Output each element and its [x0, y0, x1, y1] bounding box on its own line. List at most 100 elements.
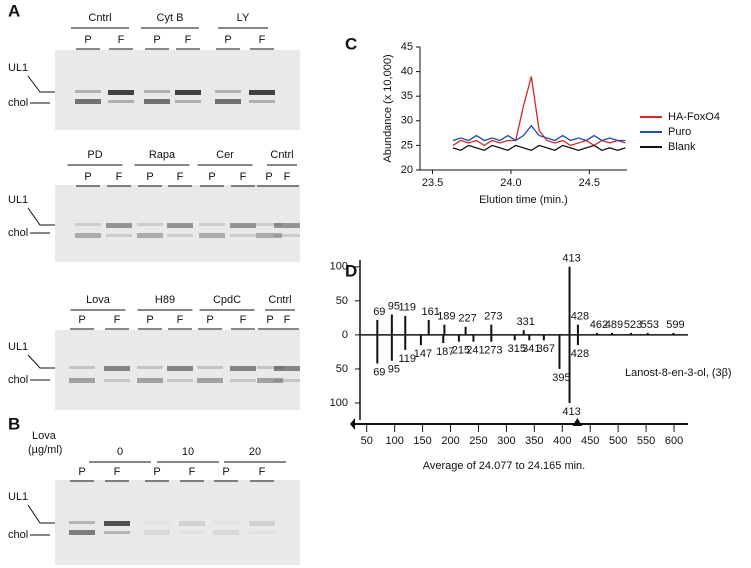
lane-label: P	[84, 171, 91, 183]
lane-label: P	[78, 314, 85, 326]
group-label: H89	[155, 294, 175, 306]
blot-image	[55, 480, 300, 565]
band	[230, 223, 256, 228]
panel-label: B	[8, 414, 20, 433]
lane-label: F	[284, 171, 291, 183]
lane-label: P	[266, 314, 273, 326]
band	[75, 99, 101, 104]
peak-label: 341	[522, 343, 540, 355]
group-label: Rapa	[149, 149, 176, 161]
group-label: 20	[249, 446, 261, 458]
lane-label: P	[208, 171, 215, 183]
peak-label: 69	[373, 306, 385, 318]
band	[104, 531, 130, 534]
band	[274, 366, 300, 371]
lane-label: F	[114, 466, 121, 478]
marker-line	[27, 354, 55, 369]
group-label: Cntrl	[268, 294, 291, 306]
band	[144, 530, 170, 535]
legend-label: HA-FoxO4	[668, 111, 720, 123]
band	[137, 366, 163, 369]
band	[179, 521, 205, 526]
band	[137, 223, 163, 226]
peak-label: 95	[388, 364, 400, 376]
band	[137, 233, 163, 238]
y-tick-label: 20	[401, 164, 413, 176]
band	[179, 531, 205, 534]
band	[69, 378, 95, 383]
band	[274, 234, 300, 237]
band	[175, 100, 201, 103]
peak-label: 553	[641, 319, 659, 331]
y-axis-label: Abundance (x 10,000)	[382, 54, 394, 162]
band	[75, 223, 101, 226]
band	[167, 223, 193, 228]
group-label: Cer	[216, 149, 234, 161]
peak-label: 395	[552, 372, 570, 384]
x-tick-label: 150	[413, 435, 431, 447]
y-tick-label: 35	[401, 90, 413, 102]
lane-label: F	[114, 314, 121, 326]
lane-label: P	[153, 34, 160, 46]
band	[215, 99, 241, 104]
band	[175, 90, 201, 95]
x-tick-label: 24.5	[579, 177, 600, 189]
x-tick-label: 23.5	[422, 177, 443, 189]
panel-label: C	[345, 34, 357, 53]
marker-label: UL1	[8, 194, 28, 206]
marker-line	[27, 504, 55, 524]
lane-label: F	[118, 34, 125, 46]
band	[69, 366, 95, 369]
peak-label: 69	[373, 366, 385, 378]
marker-line	[27, 75, 55, 93]
y-tick-label: 0	[342, 329, 348, 341]
band	[104, 366, 130, 371]
band	[230, 366, 256, 371]
band	[256, 223, 282, 226]
band	[257, 378, 283, 383]
lane-label: F	[259, 466, 266, 478]
legend-label: Blank	[668, 141, 696, 153]
lane-label: P	[146, 171, 153, 183]
marker-label: chol	[8, 374, 28, 386]
band	[167, 234, 193, 237]
annotation: Lanost-8-en-3-ol, (3β)	[625, 367, 732, 379]
peak-label: 161	[422, 306, 440, 318]
lane-label: F	[259, 34, 266, 46]
peak-label: 315	[508, 343, 526, 355]
marker-label: chol	[8, 227, 28, 239]
lane-label: F	[284, 314, 291, 326]
band	[274, 379, 300, 382]
peak-label: 119	[398, 302, 416, 314]
band	[106, 223, 132, 228]
panel-label: A	[8, 1, 20, 20]
treatment-label: Lova	[32, 430, 57, 442]
peak-label: 367	[537, 343, 555, 355]
y-tick-label: 45	[401, 41, 413, 53]
lane-label: F	[185, 34, 192, 46]
lane-label: P	[78, 466, 85, 478]
band	[249, 100, 275, 103]
band	[144, 99, 170, 104]
group-label: 10	[182, 446, 194, 458]
band	[108, 90, 134, 95]
band	[104, 379, 130, 382]
peak-label: 119	[398, 353, 416, 365]
y-tick-label: 30	[401, 115, 413, 127]
x-tick-label: 400	[553, 435, 571, 447]
line-series	[452, 144, 626, 152]
x-tick-label: 350	[525, 435, 543, 447]
y-tick-label: 50	[336, 295, 348, 307]
x-tick-label: 550	[637, 435, 655, 447]
lane-label: P	[206, 314, 213, 326]
peak-label: 273	[484, 345, 502, 357]
band	[75, 233, 101, 238]
group-label: LY	[237, 12, 250, 24]
caption: Average of 24.077 to 24.165 min.	[423, 460, 585, 472]
band	[249, 90, 275, 95]
y-tick-label: 100	[330, 397, 348, 409]
group-label: 0	[117, 446, 123, 458]
band	[167, 379, 193, 382]
band	[104, 521, 130, 526]
x-tick-label: 450	[581, 435, 599, 447]
